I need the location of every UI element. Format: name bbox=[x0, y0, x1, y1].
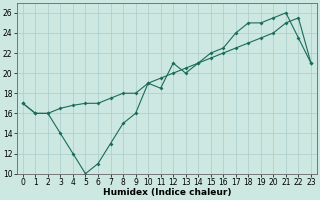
X-axis label: Humidex (Indice chaleur): Humidex (Indice chaleur) bbox=[103, 188, 231, 197]
